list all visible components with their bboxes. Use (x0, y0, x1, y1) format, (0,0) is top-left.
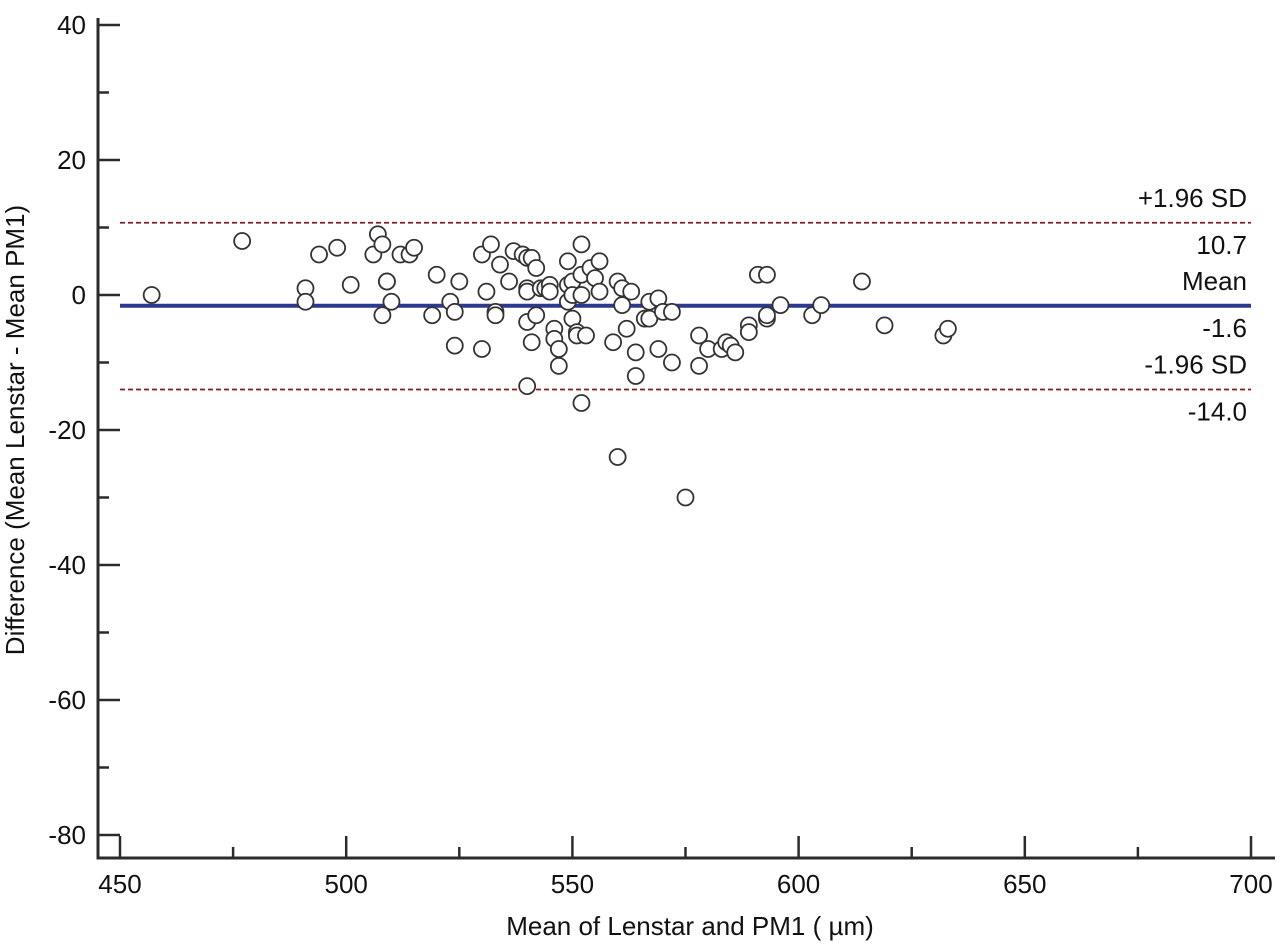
y-axis-label: Difference (Mean Lenstar - Mean PM1) (0, 205, 30, 655)
data-point (590, 252, 609, 271)
data-point (549, 340, 568, 358)
data-point (450, 272, 469, 291)
data-point (663, 302, 681, 321)
data-point (690, 356, 708, 375)
upper-loa-label: +1.96 SD (1138, 183, 1247, 213)
data-point (482, 235, 500, 254)
data-point (613, 296, 632, 315)
data-point (328, 238, 347, 257)
x-tick-label: 500 (325, 869, 368, 899)
data-point (382, 292, 401, 311)
data-point (649, 340, 668, 358)
data-point (527, 259, 546, 277)
data-point (491, 255, 509, 274)
data-point (558, 252, 577, 271)
data-point (726, 343, 745, 362)
y-tick-label: -20 (48, 415, 86, 445)
data-point (771, 296, 790, 315)
data-point (626, 343, 645, 362)
data-points (142, 225, 957, 507)
data-point (473, 340, 491, 358)
mean-label: Mean (1182, 266, 1247, 296)
y-tick-label: 0 (72, 280, 86, 310)
data-point (812, 296, 831, 315)
x-tick-label: 450 (98, 869, 141, 899)
data-point (758, 265, 776, 284)
upper-loa-value-label: 10.7 (1196, 230, 1247, 260)
data-point (310, 245, 328, 264)
data-point (405, 238, 423, 257)
data-point (540, 282, 559, 301)
data-point (572, 235, 591, 254)
reference-lines (120, 221, 1251, 391)
data-point (445, 302, 464, 321)
data-point (577, 326, 595, 345)
data-point (341, 275, 360, 294)
y-tick-label: -60 (48, 685, 86, 715)
data-point (445, 336, 464, 355)
data-point (296, 292, 315, 311)
data-point (676, 488, 695, 507)
data-point (739, 323, 758, 342)
data-point (373, 235, 392, 254)
data-point (875, 316, 894, 335)
data-point (518, 377, 537, 396)
x-tick-label: 600 (777, 869, 820, 899)
reference-labels: +1.96 SD 10.7 Mean -1.6 -1.96 SD -14.0 (1138, 183, 1247, 427)
data-point (427, 265, 446, 284)
x-axis-label: Mean of Lenstar and PM1 ( µm) (506, 911, 874, 941)
mean-value-label: -1.6 (1202, 313, 1247, 343)
data-point (378, 272, 396, 291)
data-point (522, 333, 541, 352)
data-point (622, 282, 641, 301)
data-point (690, 326, 708, 345)
data-point (423, 306, 442, 325)
y-tick-label: -40 (48, 550, 86, 580)
data-point (938, 319, 957, 338)
data-point (549, 356, 568, 375)
data-point (663, 353, 681, 372)
data-point (608, 448, 627, 466)
y-tick-label: -80 (48, 820, 86, 850)
data-point (233, 232, 252, 250)
data-point (758, 306, 776, 325)
data-point (604, 333, 623, 352)
y-tick-label: 20 (57, 145, 86, 175)
x-tick-label: 550 (551, 869, 594, 899)
data-point (373, 306, 392, 325)
lower-loa-value-label: -14.0 (1188, 397, 1247, 427)
axes: 40 20 0 -20 -40 -60 -80 450 500 550 600 650 700 (48, 10, 1275, 899)
data-point (617, 319, 636, 338)
data-point (527, 306, 546, 325)
data-point (626, 367, 645, 385)
y-tick-label: 40 (57, 10, 86, 40)
lower-loa-label: -1.96 SD (1144, 350, 1247, 380)
data-point (477, 282, 496, 301)
x-tick-label: 700 (1229, 869, 1272, 899)
data-point (486, 306, 505, 325)
data-point (500, 272, 518, 291)
data-point (572, 286, 591, 304)
x-tick-label: 650 (1003, 869, 1046, 899)
data-point (142, 286, 161, 304)
data-point (853, 272, 871, 291)
data-point (572, 394, 591, 412)
data-point (590, 282, 609, 301)
